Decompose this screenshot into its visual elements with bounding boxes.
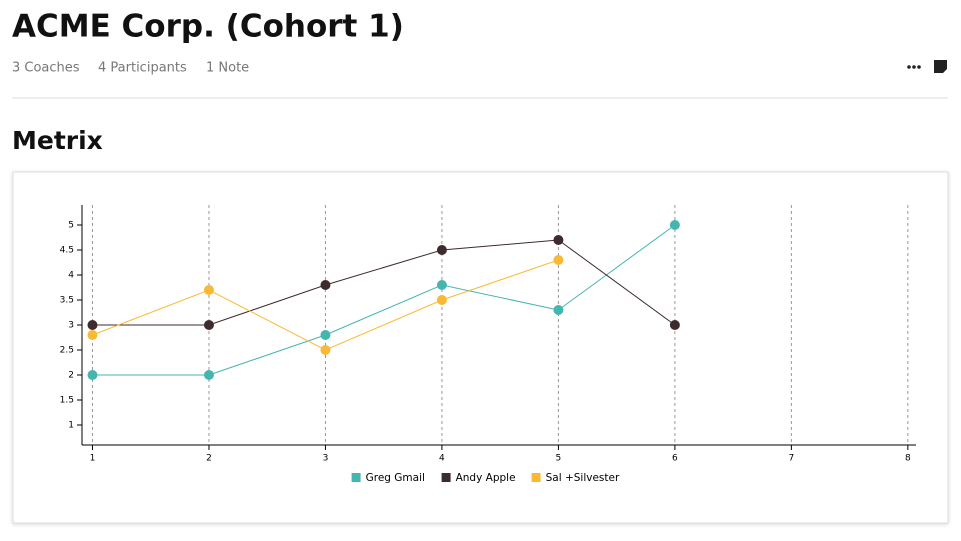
legend-swatch [531,473,541,482]
data-point [87,370,98,380]
y-tick-label: 2 [68,371,74,381]
data-point [436,280,447,290]
data-point [320,280,331,290]
data-point [203,320,214,330]
legend-label: Andy Apple [456,472,516,484]
stat[interactable]: 4 Participants [98,61,187,76]
data-point [669,220,680,230]
data-point [87,320,98,330]
y-tick-label: 2.5 [60,346,74,356]
chart-card [12,171,949,524]
series-line [92,224,676,376]
data-point [436,245,447,255]
x-tick-label: 8 [905,454,911,464]
more-icon[interactable] [907,65,921,69]
note-icon[interactable] [934,60,947,73]
data-point [553,255,564,265]
x-tick-label: 5 [556,454,562,464]
x-tick-label: 7 [788,454,794,464]
data-point [436,295,447,305]
data-point [553,305,564,315]
x-tick-label: 6 [672,454,678,464]
x-tick-label: 4 [439,454,445,464]
section-title: Metrix [12,126,103,155]
data-point [320,345,331,355]
legend-label: Greg Gmail [366,472,425,484]
x-tick-label: 3 [323,454,329,464]
stat[interactable]: 1 Note [206,61,249,76]
data-point [203,370,214,380]
x-tick-label: 2 [206,454,212,464]
legend-label: Sal +Silvester [546,472,620,484]
legend-swatch [351,473,361,482]
y-tick-label: 4 [68,271,74,281]
y-tick-label: 5 [68,221,74,231]
y-tick-label: 1 [68,421,74,431]
chart: 1 2 3 4 5 6 7 8 1 1.5 2 2.5 3 3.5 4 4.5 5 Greg Gmail Andy … [60,205,916,484]
data-point [87,330,98,340]
series-line [92,239,676,326]
y-tick-label: 3 [68,321,74,331]
y-tick-label: 4.5 [60,246,74,256]
page-title: ACME Corp. (Cohort 1) [12,9,404,45]
y-tick-label: 3.5 [60,296,74,306]
data-point [203,285,214,295]
data-point [320,330,331,340]
stat[interactable]: 3 Coaches [12,61,80,76]
x-tick-label: 1 [90,454,96,464]
y-tick-label: 1.5 [60,396,74,406]
data-point [553,235,564,245]
data-point [669,320,680,330]
legend-swatch [441,473,451,482]
